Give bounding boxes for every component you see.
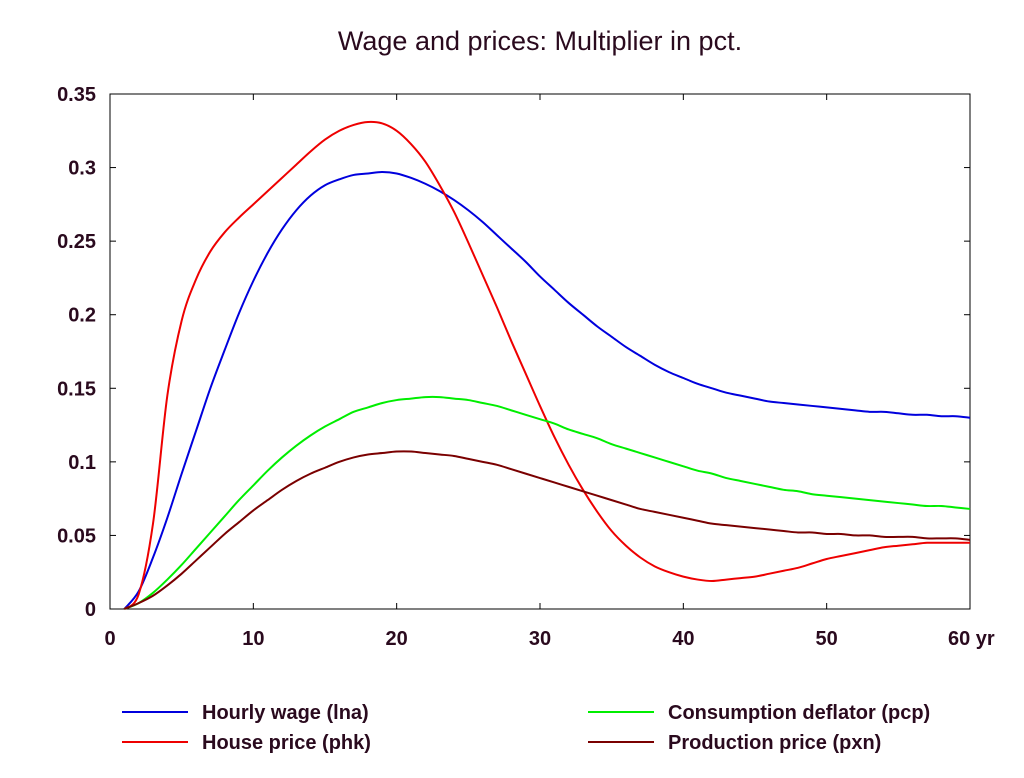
y-tick-label: 0.1: [68, 452, 96, 474]
y-tick-label: 0.05: [57, 525, 96, 547]
axes: 0 0.05 0.1 0.15 0.2 0.25 0.3 0.35 0 10 20 30 40 50 60 …: [57, 84, 995, 650]
y-tick-label: 0: [85, 599, 96, 621]
x-tick-label: 50: [816, 628, 838, 650]
legend-label-1: House price (phk): [202, 732, 371, 754]
x-tick-label: 10: [242, 628, 264, 650]
series-line-3: [123, 450, 971, 610]
legend-label-2: Consumption deflator (pcp): [668, 702, 930, 724]
y-tick-label: 0.3: [68, 158, 96, 180]
legend-label-0: Hourly wage (lna): [202, 702, 369, 724]
chart-title: Wage and prices: Multiplier in pct.: [338, 26, 742, 56]
series-line-2: [123, 395, 971, 610]
series-lines: [123, 120, 971, 610]
x-tick-label: 60 yr: [948, 628, 995, 650]
y-tick-label: 0.2: [68, 305, 96, 327]
y-tick-label: 0.35: [57, 84, 96, 106]
series-line-1: [123, 120, 970, 610]
x-tick-label: 40: [672, 628, 694, 650]
y-tick-label: 0.15: [57, 378, 96, 400]
plot-frame: [109, 93, 971, 610]
legend-label-3: Production price (pxn): [668, 732, 881, 754]
x-tick-label: 30: [529, 628, 551, 650]
legend: Hourly wage (lna) House price (phk) Consum…: [122, 702, 930, 754]
x-tick-label: 0: [104, 628, 115, 650]
series-line-0: [123, 170, 971, 610]
y-tick-label: 0.25: [57, 231, 96, 253]
x-tick-label: 20: [386, 628, 408, 650]
